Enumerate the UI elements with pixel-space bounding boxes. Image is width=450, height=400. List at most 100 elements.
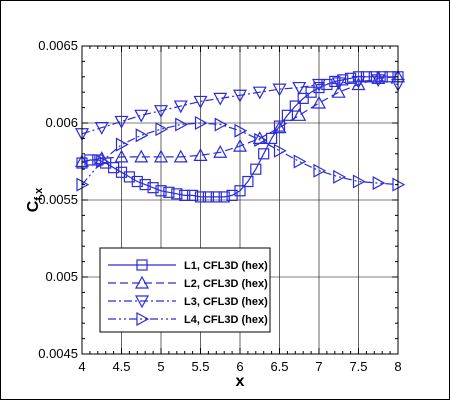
series-3-point: [114, 115, 129, 129]
series-1-point: [218, 191, 230, 203]
series-3-point: [153, 105, 169, 118]
series-1-point: [139, 179, 151, 191]
y-tick-label: 0.005: [45, 269, 78, 284]
legend-marker-2: [134, 275, 150, 289]
x-tick-label: 8: [394, 359, 401, 374]
y-axis-label-subscript: f,x: [33, 187, 45, 201]
x-tick-labels: 4 4.5 5 5.5 6 6.5 7 7.5 8: [78, 359, 401, 374]
series-2-point: [311, 95, 327, 109]
series-line-2: [82, 76, 398, 163]
series-4-point: [96, 154, 110, 169]
series-4-point: [234, 123, 248, 138]
series-3-point: [272, 83, 287, 97]
series-line-4: [82, 122, 398, 186]
markers-group: [74, 69, 406, 203]
series-2-point: [351, 77, 366, 91]
series-2-point: [331, 84, 346, 98]
series-4-point: [254, 132, 268, 147]
y-axis-label-group: Cf,x: [25, 187, 45, 212]
series-2-point: [134, 149, 149, 163]
series-1-point: [187, 189, 199, 201]
series-1-point: [258, 148, 270, 160]
series-3-point: [232, 89, 248, 103]
series-4-point: [135, 128, 149, 143]
x-tick-label: 5.5: [191, 359, 209, 374]
series-1-point: [210, 191, 222, 203]
series-4-point: [194, 115, 208, 131]
legend-label-4: L4, CFL3D (hex): [184, 314, 268, 326]
series-4-point: [273, 143, 287, 158]
series-4-point: [115, 137, 129, 152]
x-tick-label: 4: [78, 359, 85, 374]
series-1-point: [297, 92, 309, 104]
x-tick-label: 7.5: [349, 359, 367, 374]
series-4-point: [214, 117, 228, 132]
series-2-point: [173, 149, 188, 163]
x-tick-label: 6: [236, 359, 243, 374]
series-4-point: [313, 163, 327, 178]
legend-marker-1: [136, 259, 148, 271]
series-3-point: [311, 78, 327, 92]
series-3-point: [94, 122, 109, 135]
series-2-point: [193, 148, 208, 161]
y-tick-label: 0.0045: [38, 346, 78, 361]
x-tick-label: 6.5: [270, 359, 288, 374]
series-line-3: [82, 79, 398, 135]
svg-text:Cf,x: Cf,x: [25, 187, 45, 212]
y-tick-labels: 0.0045 0.005 0.0055 0.006 0.0065: [38, 38, 78, 361]
series-4-point: [175, 117, 189, 132]
series-2-point: [232, 138, 248, 152]
series-3-point: [351, 75, 366, 89]
series-1-point: [266, 132, 278, 144]
legend-box: [99, 247, 271, 333]
series-4-point: [155, 122, 169, 137]
series-2-point: [94, 151, 109, 165]
series-1-point: [234, 185, 246, 197]
series-2-point: [371, 71, 386, 84]
series-3-point: [193, 95, 208, 109]
series-1-point: [171, 188, 183, 200]
series-1-point: [329, 75, 341, 88]
ticks: [81, 45, 399, 355]
series-3-point: [331, 77, 346, 91]
series-2-point: [114, 149, 129, 163]
series-3-point: [173, 100, 188, 114]
series-2-point: [292, 108, 307, 121]
series-1-point: [250, 163, 262, 175]
series-4-point: [293, 154, 307, 169]
legend-marker-3: [134, 295, 150, 309]
series-2-point: [272, 120, 287, 134]
series-1-point: [345, 72, 357, 84]
y-tick-label: 0.0065: [38, 38, 78, 53]
legend-marker-4: [136, 311, 150, 327]
series-1-point: [92, 154, 104, 166]
series-1-point: [242, 175, 254, 188]
legend-label-2: L2, CFL3D (hex): [184, 278, 268, 290]
x-tick-label: 5: [157, 359, 164, 374]
series-4-point: [352, 174, 366, 189]
series-3-point: [292, 81, 307, 95]
series-1-point: [179, 189, 191, 201]
series-1-point: [368, 71, 380, 83]
x-tick-label: 7: [315, 359, 322, 374]
series-1-point: [163, 186, 175, 198]
series-1-point: [131, 175, 143, 188]
series-1-point: [376, 71, 388, 83]
series-1-point: [337, 74, 349, 86]
series-1-point: [281, 109, 293, 121]
series-3-point: [134, 109, 149, 123]
series-1-point: [289, 100, 301, 112]
series-4-point: [372, 176, 386, 191]
series-1-point: [147, 182, 159, 194]
legend-label-3: L3, CFL3D (hex): [184, 296, 268, 308]
series-3-point: [252, 86, 267, 100]
series-1-point: [313, 81, 325, 94]
series-3-point: [371, 74, 386, 88]
x-tick-label: 4.5: [112, 359, 130, 374]
series-3-point: [213, 92, 228, 106]
series-2-point: [153, 149, 169, 163]
y-tick-label: 0.006: [45, 115, 78, 130]
series-2-point: [213, 145, 228, 158]
series-1-point: [202, 191, 214, 203]
